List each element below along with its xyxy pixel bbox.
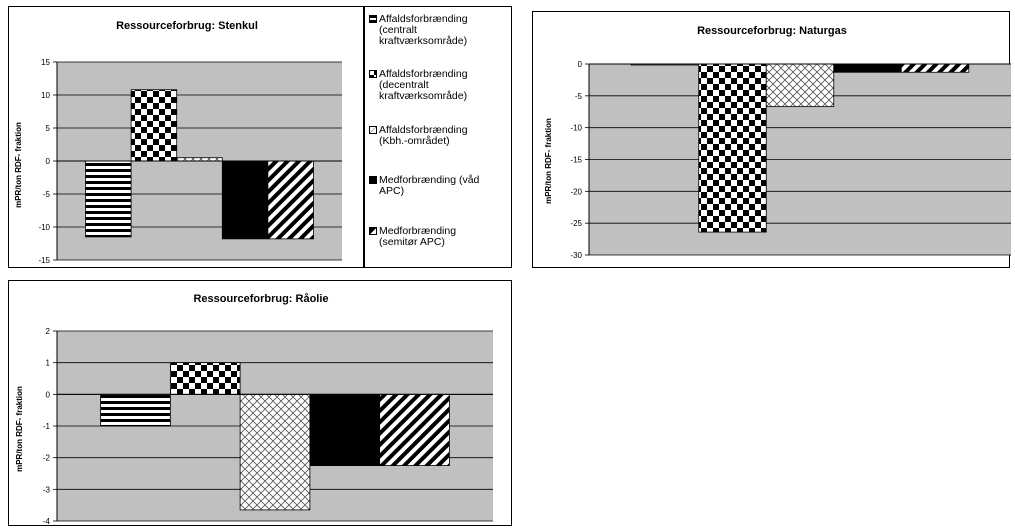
legend: Affaldsforbrænding (centralt kraftværkso…: [364, 6, 512, 268]
bar: [309, 393, 381, 466]
bar: [900, 63, 970, 73]
legend-item: Medforbrænding (våd APC): [369, 175, 509, 197]
y-tick-label: -30: [570, 251, 582, 260]
legend-label: Affaldsforbrænding (Kbh.-området): [379, 124, 468, 147]
chart-stenkul-svg: Ressourceforbrug: Stenkul mPR/ton RDF- f…: [14, 20, 342, 265]
bar: [698, 63, 767, 233]
legend-item: Affaldsforbrænding (Kbh.-området): [369, 125, 509, 147]
y-tick-label: 0: [46, 390, 51, 399]
chart-title: Ressourceforbrug: Råolie: [193, 293, 328, 305]
y-tick-label: 5: [46, 124, 51, 133]
y-axis-label: mPR/ton RDF- fraktion: [15, 386, 24, 472]
chart-stenkul: Ressourceforbrug: Stenkul mPR/ton RDF- f…: [8, 6, 364, 268]
y-tick-label: 0: [46, 157, 51, 166]
y-tick-label: -5: [43, 190, 51, 199]
chart-raolie-svg: Ressourceforbrug: Råolie mPR/ton RDF- fr…: [15, 293, 493, 526]
legend-swatch-hstripe: [369, 15, 377, 23]
y-tick-label: -3: [43, 485, 51, 494]
y-tick-label: -20: [570, 187, 582, 196]
chart-raolie: Ressourceforbrug: Råolie mPR/ton RDF- fr…: [8, 280, 512, 526]
y-tick-label: -15: [570, 156, 582, 165]
y-tick-label: 2: [46, 327, 51, 336]
bar: [765, 63, 835, 108]
bar: [239, 393, 311, 511]
chart-naturgas: Ressourceforbrug: Naturgas mPR/ton RDF- …: [532, 11, 1011, 268]
y-tick-label: -2: [43, 454, 51, 463]
legend-item: Affaldsforbrænding (centralt kraftværkso…: [369, 14, 509, 47]
legend-swatch-diag: [369, 227, 377, 235]
y-tick-label: 0: [578, 60, 583, 69]
bar: [221, 160, 269, 240]
y-axis-label: mPR/ton RDF- fraktion: [544, 118, 553, 204]
bar: [169, 362, 241, 395]
y-tick-label: -25: [570, 219, 582, 228]
y-tick-label: -1: [43, 422, 51, 431]
legend-item: Affaldsforbrænding (decentralt kraftværk…: [369, 69, 509, 102]
legend-label: Medforbrænding (våd APC): [379, 174, 480, 197]
bar: [100, 393, 171, 427]
y-tick-label: -10: [570, 124, 582, 133]
chart-title: Ressourceforbrug: Stenkul: [116, 20, 258, 32]
y-axis-label: mPR/ton RDF- fraktion: [14, 122, 23, 208]
y-tick-label: 10: [41, 91, 50, 100]
chart-title: Ressourceforbrug: Naturgas: [697, 25, 847, 37]
legend-label: Medforbrænding (semitør APC): [379, 225, 457, 248]
bar: [833, 63, 902, 73]
legend-swatch-checker: [369, 70, 377, 78]
y-tick-label: -4: [43, 517, 51, 526]
y-tick-label: 15: [41, 58, 50, 67]
legend-item: Medforbrænding (semitør APC): [369, 226, 509, 248]
legend-swatch-diamond: [369, 126, 377, 134]
chart-naturgas-svg: Ressourceforbrug: Naturgas mPR/ton RDF- …: [544, 25, 1011, 260]
y-tick-label: 1: [46, 359, 51, 368]
y-tick-label: -5: [575, 92, 583, 101]
legend-label: Affaldsforbrænding (decentralt kraftværk…: [379, 68, 468, 102]
y-tick-label: -15: [38, 256, 50, 265]
bar: [85, 160, 132, 238]
y-tick-label: -10: [38, 223, 50, 232]
bar: [267, 160, 314, 240]
legend-label: Affaldsforbrænding (centralt kraftværkso…: [379, 13, 468, 47]
bar: [130, 89, 178, 162]
bar: [379, 393, 450, 466]
legend-swatch-solid: [369, 176, 377, 184]
